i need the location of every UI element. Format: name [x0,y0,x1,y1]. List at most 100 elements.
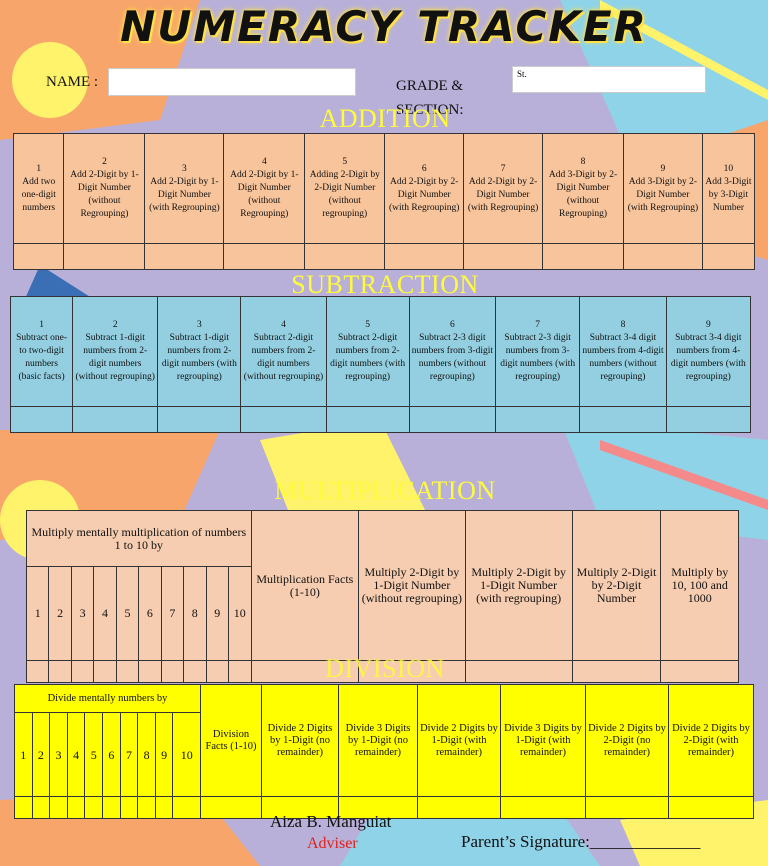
divide-skill-3: Divide 3 Digits by 1-Digit (no remainder… [338,684,418,797]
sub-check-cell-3[interactable] [157,406,242,433]
addition-title: ADDITION [319,104,451,133]
grade-section-label: GRADE & SECTION: [396,74,464,122]
multiply-check-cell[interactable] [205,660,229,683]
add-skill-6: 6 Add 2-Digit by 2-Digit Number (with Reg… [384,133,465,244]
skill-number: 1 [36,163,42,174]
add-check-cell-6[interactable] [384,243,465,270]
multiply-check-cell[interactable] [358,660,466,683]
grade-section-value: St. [517,69,527,79]
skill-description: Add 3-Digit by 2-Digit Number (with Regr… [627,176,699,213]
add-check-cell-7[interactable] [463,243,543,270]
add-check-cell-5[interactable] [304,243,386,270]
multiply-check-cell[interactable] [138,660,162,683]
sub-check-cell-8[interactable] [579,406,667,433]
multiply-by-8: 8 [183,566,207,661]
divide-skill-2: Divide 2 Digits by 1-Digit (no remainder… [261,684,339,797]
sub-check-cell-4[interactable] [240,406,327,433]
skill-number: 3 [182,163,187,174]
add-check-cell-2[interactable] [63,243,146,270]
skill-description: Add 2-Digit by 1-Digit Number (without R… [230,170,299,219]
multiplication-table: Multiply mentally multiplication of numb… [25,510,739,683]
sub-check-cell-5[interactable] [325,406,410,433]
divide-check-cell[interactable] [200,796,262,819]
add-skill-1: 1 Add two one-digit numbers [12,133,65,244]
skill-description: Add two one-digit numbers [21,176,56,213]
divide-skill-7: Divide 2 Digits by 2-Digit (with remaind… [668,684,754,797]
multiply-by-7: 7 [160,566,185,661]
multiply-by-4: 4 [93,566,117,661]
multiply-skill-3: Multiply 2-Digit by 1-Digit Number (with… [464,510,573,661]
multiply-check-cell[interactable] [70,660,95,683]
skill-description: Subtract 1-digit numbers from 2-digit nu… [161,333,237,382]
divide-check-cell[interactable] [102,796,121,819]
add-check-cell-9[interactable] [623,243,703,270]
skill-number: 6 [449,320,455,330]
divide-skill-5: Divide 3 Digits by 1-Digit (with remaind… [500,684,586,797]
multiply-check-cell[interactable] [227,660,252,683]
divide-check-cell[interactable] [585,796,669,819]
add-check-cell-8[interactable] [542,243,624,270]
multiply-check-cell[interactable] [160,660,185,683]
multiply-check-cell[interactable] [93,660,117,683]
divide-check-cell[interactable] [668,796,754,819]
divide-check-cell[interactable] [154,796,174,819]
grade-section-field[interactable]: St. [512,66,706,93]
divide-check-cell[interactable] [119,796,139,819]
name-field[interactable] [108,68,356,96]
skill-description: Subtract one- to two-digit numbers (basi… [16,333,68,382]
multiply-check-cell[interactable] [250,660,360,683]
divide-check-cell[interactable] [49,796,68,819]
sub-check-cell-9[interactable] [665,406,752,433]
sub-check-cell-2[interactable] [72,406,159,433]
skill-description: Subtract 2-3 digit numbers from 3-digit … [500,333,576,382]
divide-check-cell[interactable] [66,796,86,819]
multiply-check-cell[interactable] [115,660,140,683]
skill-description: Subtract 2-digit numbers from 2-digit nu… [243,333,324,382]
skill-number: 8 [580,157,586,167]
divide-by-9: 9 [154,712,174,797]
multiply-by-2: 2 [48,566,72,661]
sub-skill-1: 1 Subtract one- to two-digit numbers (bas… [9,296,74,407]
skill-number: 3 [196,320,202,330]
divide-check-cell[interactable] [84,796,104,819]
multiply-skill-1: Multiplication Facts (1-10) [250,510,360,661]
skill-description: Add 2-Digit by 2-Digit Number (with Regr… [388,176,460,213]
multiply-mentally-header: Multiply mentally multiplication of numb… [26,510,252,567]
skill-description: Subtract 1-digit numbers from 2-digit nu… [75,333,155,382]
multiply-skill-2: Multiply 2-Digit by 1-Digit Number (with… [358,510,466,661]
multiply-check-cell[interactable] [25,660,50,683]
add-skill-8: 8 Add 3-Digit by 2-Digit Number (without … [542,133,624,244]
multiply-check-cell[interactable] [464,660,573,683]
add-skill-7: 7 Add 2-Digit by 2-Digit Number (with Reg… [463,133,543,244]
sub-skill-4: 4 Subtract 2-digit numbers from 2-digit n… [240,296,327,407]
divide-by-7: 7 [119,712,139,797]
divide-check-cell[interactable] [261,796,339,819]
divide-check-cell[interactable] [417,796,501,819]
divide-check-cell[interactable] [500,796,586,819]
add-check-cell-3[interactable] [144,243,225,270]
skill-number: 9 [660,163,666,174]
skill-number: 10 [723,163,734,174]
multiply-check-cell[interactable] [660,660,739,683]
add-check-cell-10[interactable] [701,243,756,270]
sub-check-cell-7[interactable] [495,406,581,433]
divide-check-cell[interactable] [172,796,201,819]
subtraction-title: SUBTRACTION [291,270,479,299]
sub-check-cell-6[interactable] [408,406,497,433]
divide-check-cell[interactable] [137,796,156,819]
skill-description: Adding 2-Digit by 2-Digit Number (withou… [309,170,380,219]
add-check-cell-1[interactable] [12,243,65,270]
sub-skill-9: 9 Subtract 3-4 digit numbers from 4-digit… [665,296,752,407]
multiplication-title: MULTIPLICATION [274,476,496,505]
parent-signature-line[interactable]: Parent’s Signature:_____________ [461,832,701,851]
divide-check-cell[interactable] [14,796,33,819]
add-check-cell-4[interactable] [223,243,306,270]
adviser-label: Adviser [307,835,358,852]
multiply-check-cell[interactable] [571,660,662,683]
sub-check-cell-1[interactable] [9,406,74,433]
skill-description: Add 3-Digit by 2-Digit Number (without R… [548,170,618,219]
divide-check-cell[interactable] [31,796,51,819]
subtraction-table: 1 Subtract one- to two-digit numbers (bas… [9,296,752,433]
divide-check-cell[interactable] [338,796,418,819]
multiply-check-cell[interactable] [48,660,72,683]
